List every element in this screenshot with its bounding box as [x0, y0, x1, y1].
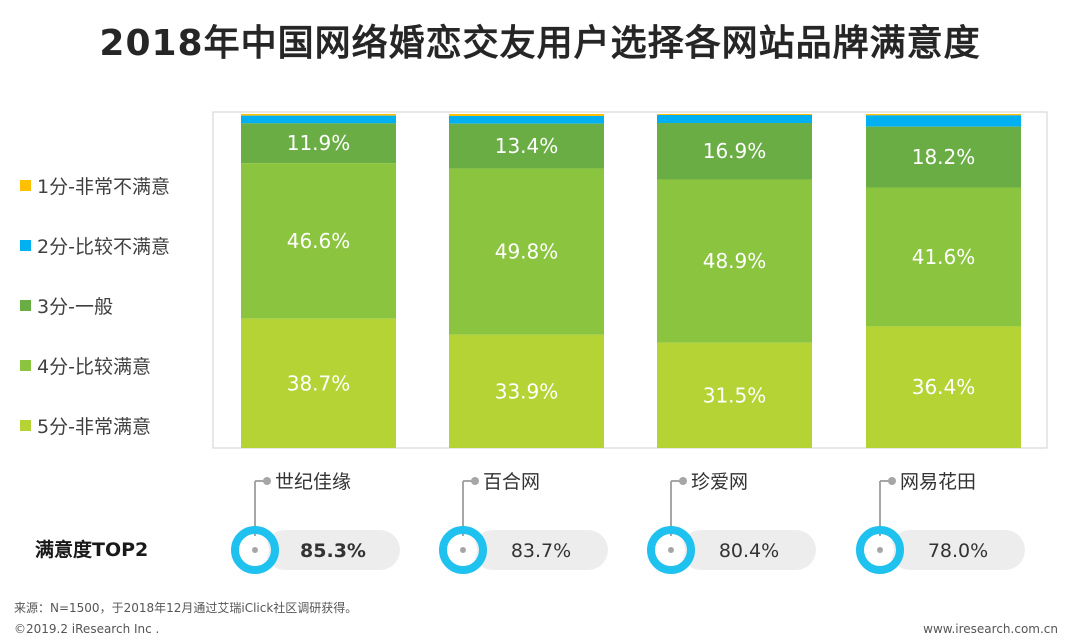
top2-pill: [681, 530, 816, 570]
brand-row: 世纪佳缘 百合网 珍爱网 网易花田: [254, 471, 976, 540]
data-label: 38.7%: [287, 371, 351, 395]
data-label: 49.8%: [495, 240, 559, 264]
legend-swatch: [20, 240, 31, 251]
legend-swatch: [20, 360, 31, 371]
source-note: 来源：N=1500，于2018年12月通过艾瑞iClick社区调研获得。: [14, 601, 358, 615]
bar-segment: [241, 115, 396, 124]
website-note: www.iresearch.com.cn: [923, 622, 1058, 636]
category-label: 百合网: [483, 471, 540, 493]
bar-segment: [657, 179, 812, 343]
category-label: 网易花田: [900, 471, 976, 493]
ring-dot: [877, 547, 883, 553]
ring-icon: [647, 526, 695, 574]
category-label: 珍爱网: [691, 471, 748, 493]
legend-label: 1分-非常不满意: [37, 176, 170, 198]
top2-row: 85.3% 83.7% 80.4% 78.0%: [231, 526, 1025, 574]
data-label: 31.5%: [703, 383, 767, 407]
data-label: 18.2%: [912, 145, 976, 169]
bar-segment: [657, 114, 812, 115]
ring-icon: [439, 526, 487, 574]
ring-icon: [856, 526, 904, 574]
data-label: 33.9%: [495, 379, 559, 403]
bar-segment: [866, 115, 1021, 127]
legend-label: 4分-比较满意: [37, 356, 151, 378]
bar-segment: [449, 334, 604, 448]
data-label: 13.4%: [495, 134, 559, 158]
connector-dot: [888, 477, 896, 485]
ring-dot: [460, 547, 466, 553]
legend-swatch: [20, 420, 31, 431]
top2-value: 83.7%: [511, 540, 571, 562]
data-label: 11.9%: [287, 131, 351, 155]
bar-segment: [866, 187, 1021, 327]
legend-swatch: [20, 300, 31, 311]
connector-dot: [263, 477, 271, 485]
legend: 1分-非常不满意 2分-比较不满意 3分-一般 4分-比较满意 5分-非常满意: [20, 176, 170, 438]
legend-label: 2分-比较不满意: [37, 236, 170, 258]
data-label: 36.4%: [912, 375, 976, 399]
chart-title: 2018年中国网络婚恋交友用户选择各网站品牌满意度: [99, 23, 981, 64]
data-label: 46.6%: [287, 229, 351, 253]
bar-segment: [449, 116, 604, 124]
bar-segment: [657, 342, 812, 448]
category-label: 世纪佳缘: [275, 471, 351, 493]
bar-segment: [241, 318, 396, 448]
ring-icon: [231, 526, 279, 574]
data-label: 41.6%: [912, 245, 976, 269]
bar-segment: [657, 123, 812, 180]
top2-label: 满意度TOP2: [35, 538, 148, 561]
top2-pill: [473, 530, 608, 570]
bar-segment: [866, 126, 1021, 188]
legend-swatch: [20, 180, 31, 191]
bars: 11.9% 46.6% 38.7% 13.4% 49.8% 33.9% 16.9% 48.9%…: [241, 114, 1021, 448]
bar-segment: [449, 168, 604, 335]
ring-dot: [252, 547, 258, 553]
bar-segment: [241, 114, 396, 116]
ring-dot: [668, 547, 674, 553]
legend-label: 5分-非常满意: [37, 416, 151, 438]
legend-label: 3分-一般: [37, 296, 113, 318]
bar-segment: [449, 114, 604, 116]
bar-segment: [866, 326, 1021, 448]
top2-value: 85.3%: [300, 540, 366, 562]
bar-segment: [241, 163, 396, 319]
bar-segment: [241, 123, 396, 164]
connector-dot: [471, 477, 479, 485]
bar-segment: [866, 114, 1021, 116]
copyright-note: ©2019.2 iResearch Inc .: [14, 622, 160, 636]
plot-frame: [212, 111, 1048, 449]
data-label: 16.9%: [703, 139, 767, 163]
top2-value: 78.0%: [928, 540, 988, 562]
top2-pill: [890, 530, 1025, 570]
data-label: 48.9%: [703, 249, 767, 273]
bar-segment: [657, 115, 812, 124]
bar-segment: [449, 123, 604, 169]
top2-pill: [265, 530, 400, 570]
top2-value: 80.4%: [719, 540, 779, 562]
connector-dot: [679, 477, 687, 485]
